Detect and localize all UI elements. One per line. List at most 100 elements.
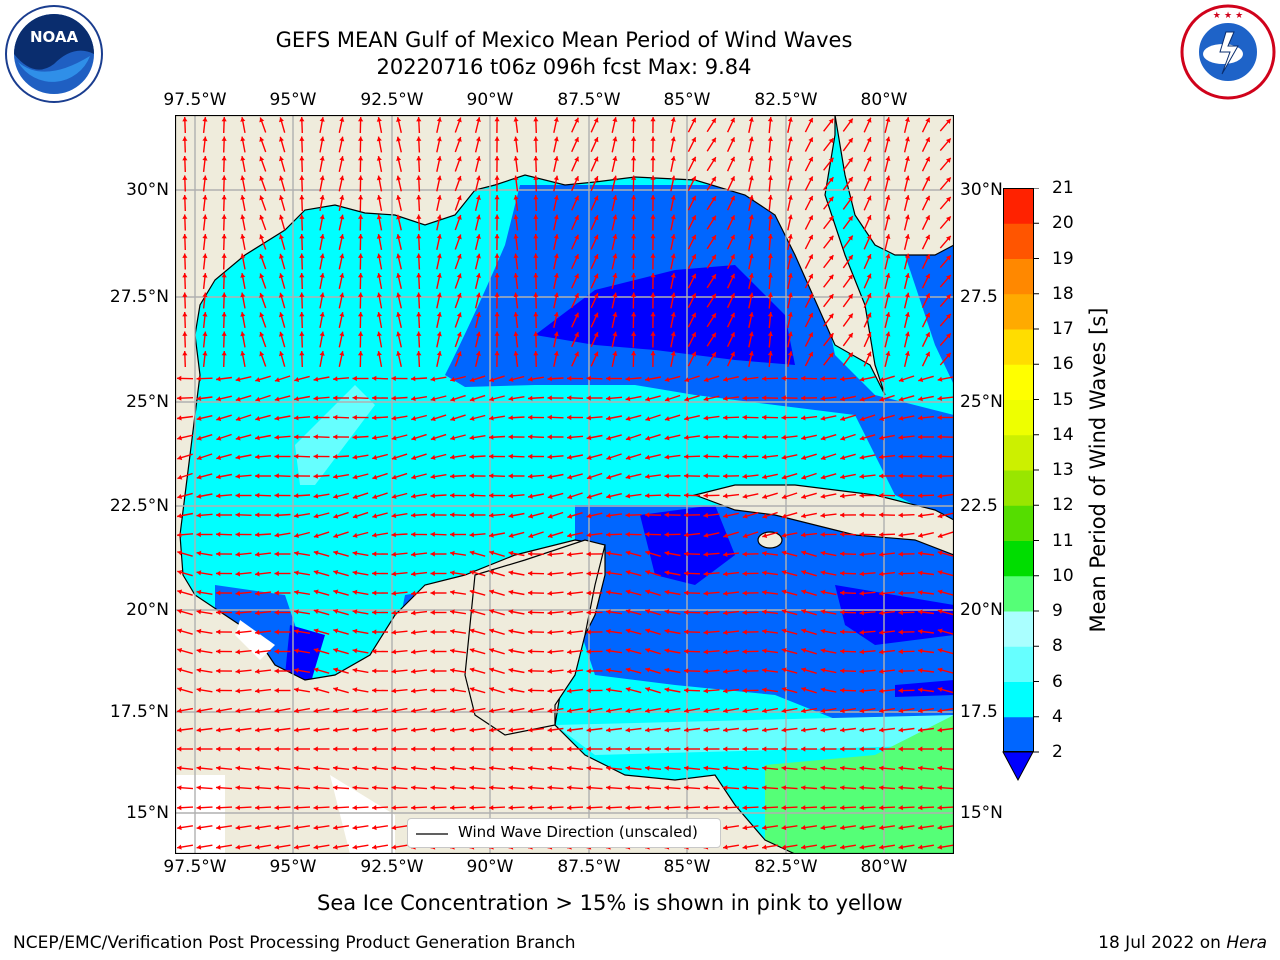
wave-direction-arrowhead xyxy=(196,648,202,654)
wave-direction-arrowhead xyxy=(787,331,793,337)
wave-direction-arrowhead xyxy=(313,414,318,421)
wave-direction-arrowhead xyxy=(553,195,559,200)
wave-direction-arrowhead xyxy=(235,454,241,460)
wave-direction-arrowhead xyxy=(352,708,358,714)
wave-direction-arrowhead xyxy=(820,746,825,752)
wave-direction-arrowhead xyxy=(339,292,345,298)
wave-direction-arrowhead xyxy=(801,727,806,733)
wave-direction-arrowhead xyxy=(333,727,338,733)
wave-direction-arrowhead xyxy=(240,312,246,317)
wave-direction-arrowhead xyxy=(820,435,826,441)
wave-direction-arrowhead xyxy=(411,727,416,733)
wave-direction-arrowhead xyxy=(703,649,708,655)
wave-direction-arrowhead xyxy=(553,292,559,298)
wave-direction-arrowhead xyxy=(294,513,299,519)
wave-direction-arrowhead xyxy=(553,312,559,317)
wave-direction-arrowhead xyxy=(593,351,599,357)
wave-direction-arrowhead xyxy=(352,474,358,480)
colorbar-band xyxy=(1003,364,1034,400)
wave-direction-arrowhead xyxy=(450,628,455,634)
wave-direction-arrowhead xyxy=(333,550,339,556)
wave-direction-arrowhead xyxy=(703,629,708,635)
wave-direction-arrowhead xyxy=(202,292,208,298)
wave-direction-arrowhead xyxy=(450,805,455,811)
wave-direction-arrowhead xyxy=(430,454,436,460)
wave-direction-arrowhead xyxy=(319,214,325,220)
wave-direction-arrowhead xyxy=(475,292,481,298)
wave-direction-arrowhead xyxy=(904,292,910,298)
wave-direction-arrowhead xyxy=(567,785,572,791)
wave-direction-arrowhead xyxy=(313,785,318,791)
wave-direction-arrowhead xyxy=(879,805,884,811)
wave-direction-arrowhead xyxy=(937,785,942,791)
wave-direction-arrowhead xyxy=(904,136,910,142)
wave-direction-arrowhead xyxy=(430,648,435,655)
wave-direction-arrowhead xyxy=(411,746,416,752)
wave-direction-arrowhead xyxy=(450,589,455,595)
wave-direction-arrowhead xyxy=(513,312,519,317)
wave-direction-arrowhead xyxy=(606,455,612,461)
colorbar-band xyxy=(1003,540,1034,577)
wave-direction-arrowhead xyxy=(235,746,240,752)
lat-tick-label: 20°N xyxy=(126,600,169,620)
wave-direction-arrowhead xyxy=(606,512,611,518)
wave-direction-arrowhead xyxy=(372,454,377,460)
wave-direction-arrowhead xyxy=(436,117,442,122)
wave-direction-arrowhead xyxy=(859,805,864,811)
wave-direction-arrowhead xyxy=(339,253,345,259)
wave-direction-arrowhead xyxy=(898,571,903,577)
wave-direction-arrowhead xyxy=(723,805,728,811)
wave-direction-arrowhead xyxy=(879,454,884,460)
wave-direction-arrowhead xyxy=(216,376,221,382)
wave-direction-arrowhead xyxy=(294,746,299,752)
wave-direction-arrowhead xyxy=(279,253,284,259)
wave-direction-arrowhead xyxy=(508,434,513,440)
wave-direction-arrowhead xyxy=(528,648,533,654)
wave-direction-arrowhead xyxy=(840,455,846,460)
wave-direction-arrowhead xyxy=(885,195,891,200)
wave-direction-arrowhead xyxy=(202,351,208,356)
wave-direction-arrowhead xyxy=(879,571,884,577)
wave-direction-arrowhead xyxy=(182,117,188,122)
wave-direction-arrowhead xyxy=(411,688,416,694)
wave-direction-arrowhead xyxy=(606,570,611,576)
wave-direction-arrowhead xyxy=(767,312,773,317)
wave-direction-arrowhead xyxy=(259,215,265,220)
wave-direction-arrowhead xyxy=(703,708,709,714)
wave-direction-arrowhead xyxy=(274,727,280,733)
wave-direction-arrowhead xyxy=(898,727,904,733)
wave-direction-arrowhead xyxy=(411,455,417,461)
wave-direction-arrowhead xyxy=(748,175,754,181)
wave-direction-arrowhead xyxy=(450,648,455,654)
wave-direction-arrowhead xyxy=(436,195,442,200)
wave-direction-arrowhead xyxy=(547,746,552,752)
wave-direction-arrowhead xyxy=(762,550,767,556)
wave-direction-arrowhead xyxy=(508,708,514,714)
wave-direction-arrowhead xyxy=(574,156,579,162)
colorbar-band xyxy=(1003,646,1034,682)
wave-direction-arrowhead xyxy=(430,785,435,791)
wave-direction-arrowhead xyxy=(196,609,202,615)
wave-direction-arrowhead xyxy=(848,235,853,241)
wave-direction-arrowhead xyxy=(294,765,299,771)
wave-direction-arrowhead xyxy=(664,628,670,634)
wave-direction-arrowhead xyxy=(177,765,182,771)
wave-direction-arrowhead xyxy=(255,649,260,655)
wave-direction-arrowhead xyxy=(742,727,748,733)
wave-direction-arrowhead xyxy=(430,512,435,518)
wave-direction-arrowhead xyxy=(808,176,813,182)
wave-direction-arrowhead xyxy=(625,396,631,402)
wave-direction-arrowhead xyxy=(450,512,455,518)
wave-direction-arrowhead xyxy=(313,513,319,519)
wave-direction-arrowhead xyxy=(711,118,716,124)
wave-direction-arrowhead xyxy=(937,687,943,692)
wave-direction-arrowhead xyxy=(294,844,299,850)
wave-direction-arrowhead xyxy=(216,455,222,460)
wave-direction-arrowhead xyxy=(508,785,513,791)
wave-direction-arrowhead xyxy=(274,492,279,498)
wave-direction-arrowhead xyxy=(885,273,891,278)
wave-direction-arrowhead xyxy=(547,668,553,674)
wave-direction-arrowhead xyxy=(748,156,754,161)
wave-direction-arrowhead xyxy=(372,629,377,635)
wave-direction-arrowhead xyxy=(528,590,533,596)
